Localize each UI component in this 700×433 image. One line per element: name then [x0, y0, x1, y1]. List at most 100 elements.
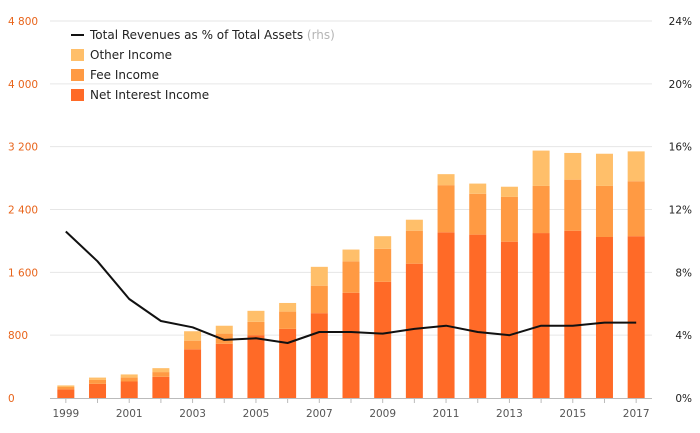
bar-other-income-2000 — [89, 377, 107, 380]
bar-net-interest-income-2015 — [564, 230, 582, 398]
y-left-tick-label: 800 — [8, 330, 28, 342]
bar-fee-income-2007 — [310, 285, 328, 314]
bar-other-income-2009 — [374, 236, 392, 249]
bar-net-interest-income-2000 — [89, 383, 107, 398]
bar-other-income-2015 — [564, 152, 582, 180]
bar-other-income-2003 — [184, 331, 202, 341]
y-left-tick-label: 3 200 — [8, 142, 38, 154]
legend-item-fee-income: Fee Income — [71, 68, 159, 82]
legend-swatch — [71, 69, 84, 81]
bars-group — [57, 150, 645, 398]
bar-other-income-2012 — [469, 183, 487, 194]
bar-fee-income-2006 — [279, 311, 297, 329]
bar-net-interest-income-2005 — [247, 335, 265, 398]
line-total-revenues-pct-assets — [65, 230, 637, 344]
x-axis: 1999 2001 2003 2005 2007 2009 2011 2013 2015 2017 — [50, 398, 652, 420]
bar-fee-income-2003 — [184, 340, 202, 350]
bar-fee-income-2010 — [405, 230, 423, 264]
bar-net-interest-income-2017 — [627, 236, 645, 398]
line-series-group — [65, 230, 637, 344]
bar-other-income-2002 — [152, 368, 170, 373]
bar-other-income-2014 — [532, 150, 550, 186]
bar-fee-income-2002 — [152, 372, 170, 377]
bar-fee-income-2014 — [532, 185, 550, 234]
y-left-tick-label: 1 600 — [8, 267, 38, 279]
bar-net-interest-income-2016 — [595, 236, 613, 398]
y-left-tick-label: 4 000 — [8, 79, 38, 91]
bar-fee-income-2015 — [564, 179, 582, 231]
legend-label: Fee Income — [90, 68, 159, 82]
bar-other-income-2008 — [342, 249, 360, 262]
bar-other-income-2016 — [595, 153, 613, 186]
legend-label: Other Income — [90, 48, 172, 62]
legend: Total Revenues as % of Total Assets (rhs… — [71, 28, 335, 102]
y-right-tick-label: 4% — [675, 330, 692, 342]
y-right-tick-label: 20% — [669, 79, 692, 91]
bar-net-interest-income-2009 — [374, 281, 392, 398]
bar-other-income-2007 — [310, 266, 328, 286]
legend-item-total-revenues-as-of-total-assets: Total Revenues as % of Total Assets (rhs… — [71, 28, 335, 42]
bar-net-interest-income-2014 — [532, 233, 550, 398]
y-left-tick-label: 0 — [8, 393, 15, 405]
bar-other-income-2013 — [500, 186, 518, 197]
bar-other-income-2004 — [215, 325, 233, 334]
y-right-tick-label: 24% — [669, 16, 692, 28]
y-right-tick-label: 16% — [669, 142, 692, 154]
x-tick-label: 2001 — [116, 408, 143, 420]
bar-net-interest-income-2006 — [279, 328, 297, 398]
bar-fee-income-2017 — [627, 181, 645, 237]
bar-net-interest-income-2001 — [120, 381, 138, 398]
x-tick-label: 2009 — [369, 408, 396, 420]
x-tick-label: 2011 — [433, 408, 460, 420]
bar-net-interest-income-2008 — [342, 292, 360, 398]
bar-fee-income-2009 — [374, 248, 392, 282]
bar-other-income-2005 — [247, 310, 265, 322]
bar-fee-income-2011 — [437, 185, 455, 233]
legend-label-suffix: (rhs) — [303, 28, 335, 42]
x-tick-label: 2013 — [496, 408, 523, 420]
y-right-tick-label: 0% — [675, 393, 692, 405]
y-right-tick-label: 8% — [675, 267, 692, 279]
bar-fee-income-2005 — [247, 321, 265, 336]
y-left-tick-label: 4 800 — [8, 16, 38, 28]
bar-fee-income-2013 — [500, 196, 518, 242]
legend-label: Net Interest Income — [90, 88, 209, 102]
bar-net-interest-income-2004 — [215, 343, 233, 398]
bar-other-income-2010 — [405, 219, 423, 231]
bar-net-interest-income-1999 — [57, 389, 75, 398]
bar-other-income-2011 — [437, 174, 455, 186]
bar-fee-income-2012 — [469, 193, 487, 235]
left-axis: 0 800 1 600 2 400 3 200 4 000 4 800 — [8, 16, 38, 405]
bar-net-interest-income-2011 — [437, 232, 455, 398]
bar-net-interest-income-2003 — [184, 349, 202, 398]
legend-item-other-income: Other Income — [71, 48, 172, 62]
bar-net-interest-income-2002 — [152, 376, 170, 398]
legend-swatch — [71, 49, 84, 61]
bar-net-interest-income-2010 — [405, 263, 423, 398]
bar-fee-income-2004 — [215, 333, 233, 344]
bar-fee-income-2000 — [89, 379, 107, 384]
bar-other-income-2001 — [120, 374, 138, 378]
x-tick-label: 2003 — [179, 408, 206, 420]
bar-other-income-2006 — [279, 302, 297, 312]
x-tick-label: 2015 — [559, 408, 586, 420]
bar-other-income-2017 — [627, 151, 645, 182]
bar-other-income-1999 — [57, 385, 75, 388]
x-tick-label: 1999 — [52, 408, 79, 420]
x-tick-label: 2007 — [306, 408, 333, 420]
bar-net-interest-income-2012 — [469, 234, 487, 398]
y-left-tick-label: 2 400 — [8, 205, 38, 217]
x-tick-label: 2017 — [623, 408, 650, 420]
bar-fee-income-2008 — [342, 261, 360, 293]
legend-label: Total Revenues as % of Total Assets (rhs… — [89, 28, 335, 42]
legend-item-net-interest-income: Net Interest Income — [71, 88, 209, 102]
bar-net-interest-income-2007 — [310, 313, 328, 398]
bar-net-interest-income-2013 — [500, 241, 518, 398]
x-tick-label: 2005 — [243, 408, 270, 420]
y-right-tick-label: 12% — [669, 205, 692, 217]
bar-fee-income-1999 — [57, 387, 75, 390]
bar-fee-income-2001 — [120, 377, 138, 382]
legend-swatch — [71, 89, 84, 101]
